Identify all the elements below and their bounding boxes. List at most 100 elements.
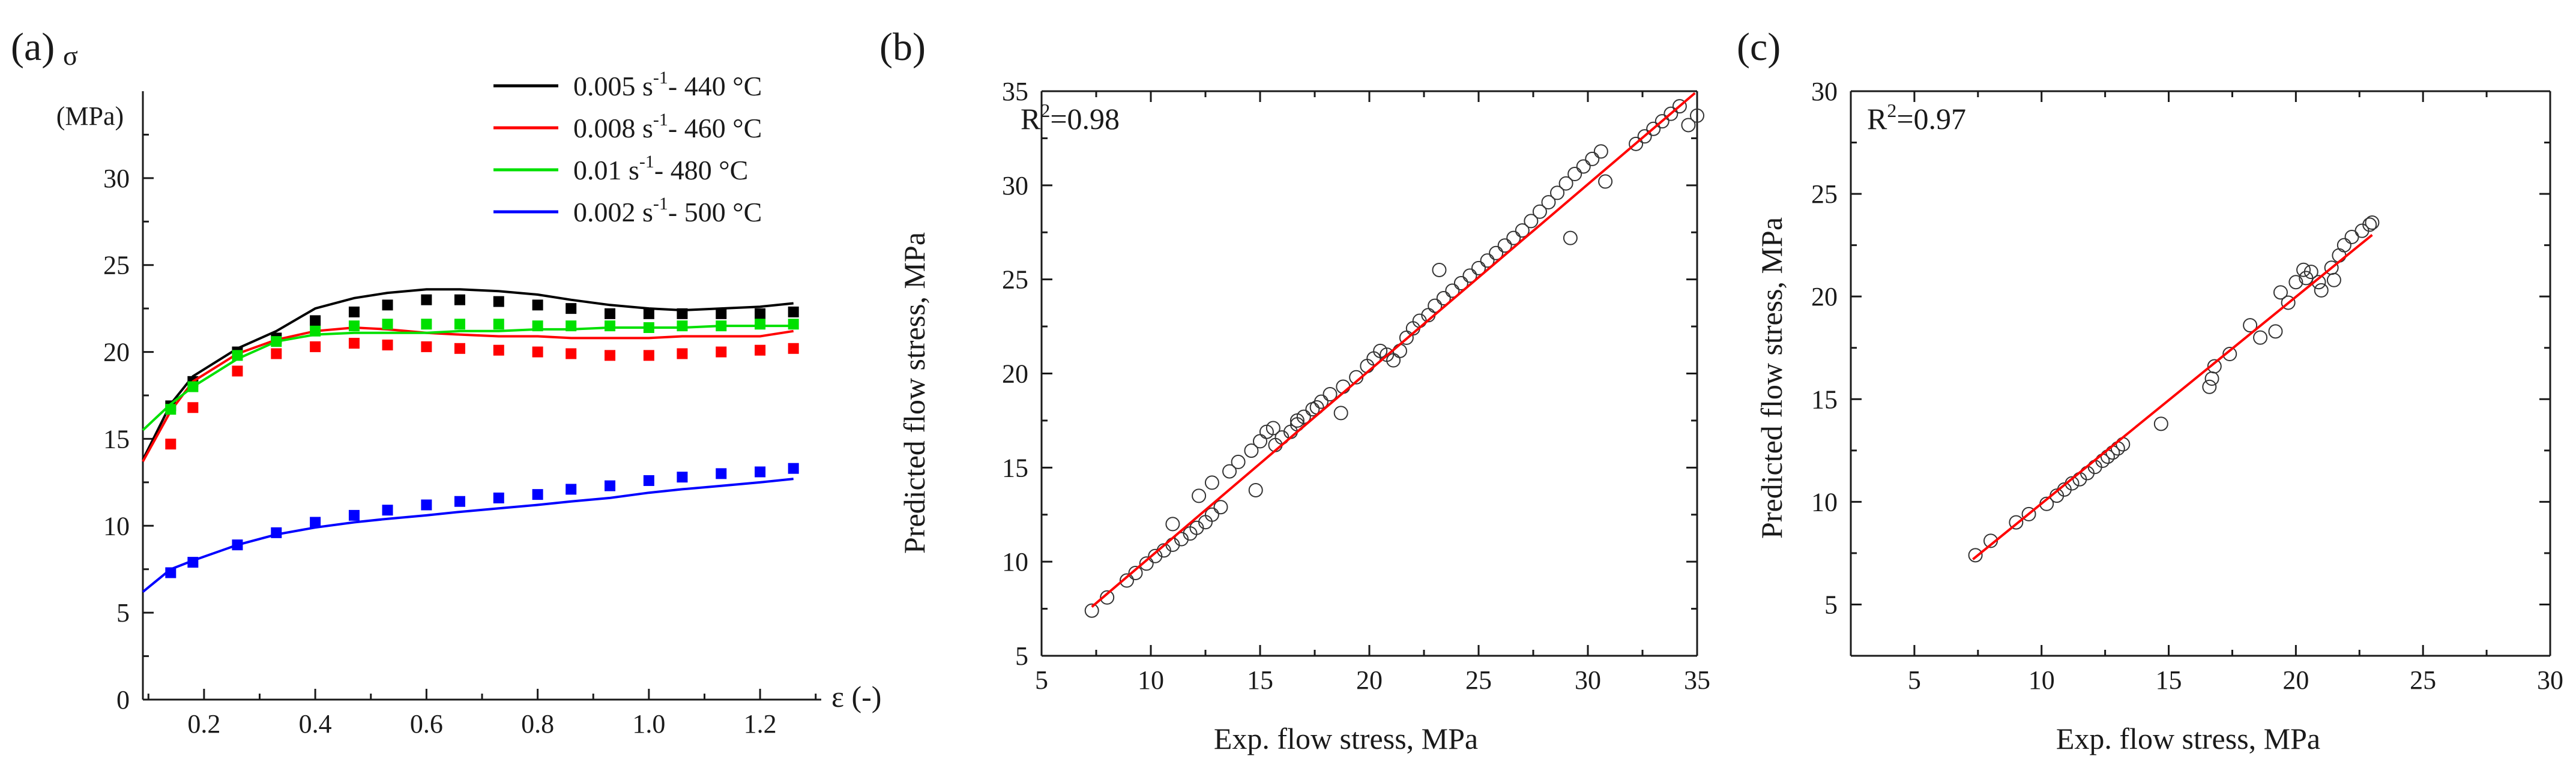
series-marker-3 <box>165 567 176 578</box>
panel-b-ytick-label: 15 <box>1002 453 1028 482</box>
series-marker-0 <box>454 294 465 305</box>
scatter-point <box>1204 507 1219 522</box>
scatter-point <box>1333 406 1348 421</box>
panel-a-label: (a) <box>11 25 55 69</box>
scatter-point <box>1646 121 1661 136</box>
scatter-point <box>1213 500 1228 515</box>
scatter-point <box>1128 565 1143 580</box>
series-marker-2 <box>643 322 654 334</box>
scatter-point <box>1100 590 1115 605</box>
series-marker-0 <box>716 308 727 319</box>
legend-label-2: 0.01 s-1- 480 °C <box>573 152 748 185</box>
legend-label-part: - 460 °C <box>668 113 762 143</box>
scatter-point <box>2009 515 2024 530</box>
scatter-point <box>1471 260 1486 275</box>
scatter-point <box>1204 475 1219 490</box>
scatter-point <box>2365 215 2380 230</box>
scatter-point <box>1323 387 1338 402</box>
series-marker-2 <box>310 325 321 337</box>
scatter-point <box>1222 464 1237 479</box>
fit-line <box>1091 92 1696 608</box>
series-marker-0 <box>421 294 432 305</box>
series-marker-3 <box>566 484 577 495</box>
scatter-point <box>1428 298 1443 313</box>
series-marker-1 <box>454 343 465 354</box>
series-marker-3 <box>755 466 766 478</box>
scatter-point <box>1290 413 1305 428</box>
scatter-point <box>1664 106 1679 121</box>
series-marker-3 <box>532 489 543 500</box>
legend-label-0: 0.005 s-1- 440 °C <box>573 68 762 101</box>
series-marker-0 <box>643 308 654 319</box>
series-marker-3 <box>382 505 393 516</box>
legend-label-3: 0.002 s-1- 500 °C <box>573 194 762 227</box>
scatter-point <box>2288 275 2303 290</box>
panel-c-xtick-label: 30 <box>2537 665 2563 695</box>
series-marker-3 <box>643 475 654 486</box>
series-marker-1 <box>493 344 504 356</box>
series-marker-1 <box>421 341 432 352</box>
panel-b-xtick-label: 35 <box>1684 665 1710 695</box>
scatter-point <box>1598 174 1613 189</box>
series-marker-3 <box>271 527 282 538</box>
panel-b-xtick-label: 25 <box>1465 665 1492 695</box>
scatter-point <box>2268 324 2283 339</box>
panel-a-xtick-label: 1.0 <box>632 709 665 739</box>
panel-b-r2-value: =0.98 <box>1050 102 1120 136</box>
scatter-point <box>1524 214 1539 229</box>
panel-b-axes: 5 10 15 20 25 30 35 5 10 15 20 25 30 35 <box>1002 77 1710 695</box>
scatter-point <box>1453 275 1468 290</box>
series-marker-3 <box>788 463 799 474</box>
panel-b-xtick-label: 5 <box>1035 665 1048 695</box>
panel-c-ytick-label: 5 <box>1824 590 1838 619</box>
scatter-point <box>1165 517 1180 532</box>
series-marker-0 <box>348 306 360 317</box>
panel-b-ytick-label: 10 <box>1002 547 1028 577</box>
scatter-point <box>2299 271 2314 286</box>
legend-label-part: - 440 °C <box>668 71 762 101</box>
scatter-point <box>1567 167 1582 182</box>
legend-label-part: - 480 °C <box>654 155 748 185</box>
scatter-point <box>1231 454 1246 469</box>
series-marker-1 <box>605 350 616 361</box>
panel-b-label: (b) <box>879 25 926 69</box>
series-marker-0 <box>605 308 616 319</box>
series-marker-1 <box>788 343 799 354</box>
scatter-point <box>1629 136 1644 151</box>
series-marker-1 <box>382 339 393 350</box>
scatter-point <box>1576 159 1591 174</box>
panel-b-xtick-label: 10 <box>1138 665 1164 695</box>
panel-c-xtick-label: 25 <box>2410 665 2436 695</box>
series-marker-3 <box>232 539 243 551</box>
scatter-point <box>1462 268 1477 283</box>
scatter-point <box>2336 238 2351 253</box>
legend-label-sup: -1 <box>653 110 668 130</box>
scatter-point <box>1084 603 1099 618</box>
legend-label-sup: -1 <box>639 152 654 172</box>
panel-c-xtick-label: 20 <box>2282 665 2309 695</box>
scatter-point <box>1654 114 1670 129</box>
scatter-point <box>2243 318 2258 333</box>
series-marker-1 <box>677 348 688 359</box>
panel-c-xtick-label: 5 <box>1908 665 1921 695</box>
scatter-point <box>2253 330 2268 345</box>
legend-label-part: 0.01 s <box>573 155 639 185</box>
series-marker-2 <box>788 319 799 330</box>
panel-b-ytick-label: 25 <box>1002 265 1028 295</box>
legend-label-part: 0.005 s <box>573 71 653 101</box>
series-marker-0 <box>755 308 766 319</box>
panel-a-ytick-label: 15 <box>103 424 130 454</box>
series-marker-3 <box>348 509 360 521</box>
panel-b-data <box>1084 92 1704 618</box>
panel-a-xtick-label: 0.2 <box>187 709 220 739</box>
panel-c-data <box>1968 215 2380 563</box>
series-marker-2 <box>232 350 243 361</box>
panel-c-ytick-label: 30 <box>1811 77 1838 106</box>
panel-a-axes: 0.2 0.4 0.6 0.8 1.0 1.2 0 5 10 15 20 25 30 <box>103 91 821 739</box>
panel-b-ytick-label: 30 <box>1002 171 1028 200</box>
series-marker-2 <box>421 319 432 330</box>
series-marker-3 <box>605 480 616 491</box>
panel-a-legend: 0.005 s-1- 440 °C0.008 s-1- 460 °C0.01 s… <box>493 68 762 227</box>
panel-a-ylabel-unit: (MPa) <box>56 101 124 131</box>
